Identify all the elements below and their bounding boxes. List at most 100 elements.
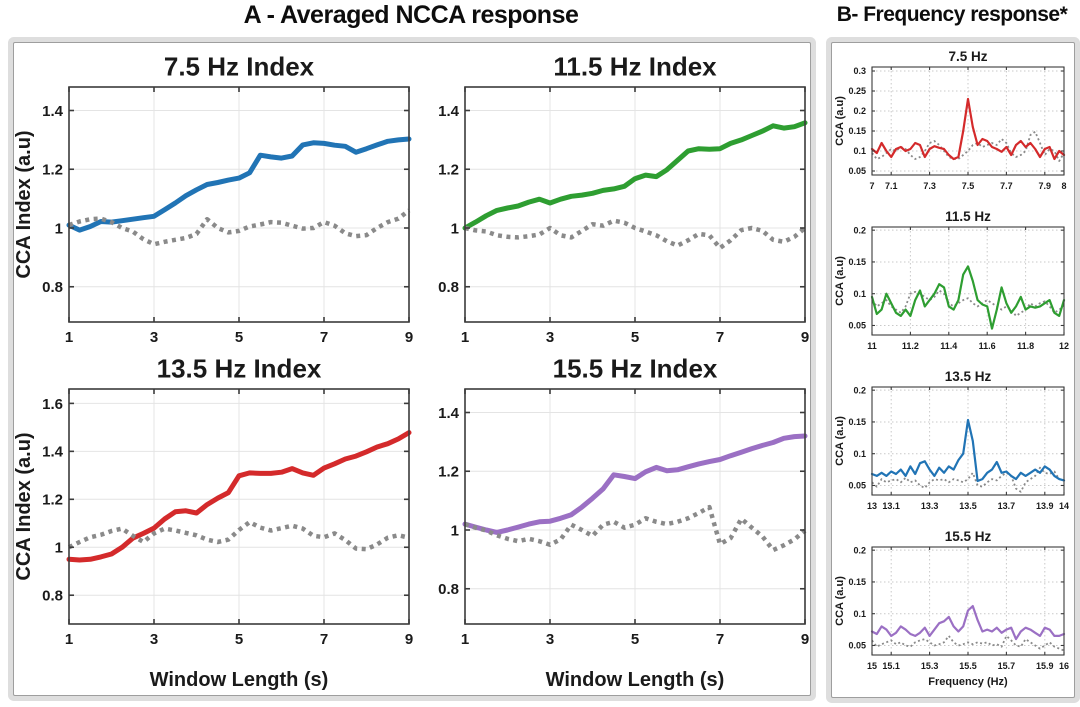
svg-text:1.2: 1.2 [42,162,63,179]
svg-text:0.1: 0.1 [853,609,866,619]
svg-text:0.8: 0.8 [42,588,63,605]
panel-b-frequency-response: 7 7.1 7.3 7.5 7.7 7.9 8 0.05 0.1 0.15 0.2 0.25 0.3 7.… [831,42,1075,698]
svg-text:11.8: 11.8 [1017,341,1034,351]
svg-text:CCA Index (a.u): CCA Index (a.u) [14,130,35,278]
panel-a-title: A - Averaged NCCA response [243,1,579,29]
svg-text:8: 8 [1061,181,1066,191]
svg-text:7.5: 7.5 [962,181,975,191]
svg-text:5: 5 [631,631,639,648]
svg-text:5: 5 [631,329,639,346]
svg-text:11.4: 11.4 [940,341,957,351]
svg-text:7: 7 [716,631,724,648]
svg-text:9: 9 [405,329,413,346]
svg-text:7.9: 7.9 [1039,181,1052,191]
svg-text:11.5 Hz: 11.5 Hz [945,209,991,224]
svg-text:1: 1 [65,631,73,648]
svg-text:CCA (a.u): CCA (a.u) [834,96,846,146]
subplot-a-11-5hz-index: 1 3 5 7 9 0.8 1 1.2 1.4 11.5 Hz Index [410,47,810,349]
svg-text:7: 7 [320,631,328,648]
svg-text:Frequency (Hz): Frequency (Hz) [928,676,1008,688]
svg-text:9: 9 [405,631,413,648]
svg-text:1: 1 [461,329,469,346]
svg-text:7.3: 7.3 [923,181,936,191]
svg-text:15: 15 [867,661,877,671]
svg-text:15.5: 15.5 [959,661,977,671]
svg-text:0.05: 0.05 [848,481,866,491]
subplot-a-7-5hz-index: 1 3 5 7 9 0.8 1 1.2 1.4 7.5 Hz Index CCA Index (a.… [14,47,414,349]
subplot-b-15-5hz: 15 15.1 15.3 15.5 15.7 15.9 16 0.05 0.1 0.15 0.2 15… [832,523,1074,697]
svg-text:1.2: 1.2 [438,464,459,481]
svg-text:13.9: 13.9 [1036,501,1054,511]
subplot-b-11-5hz: 11 11.2 11.4 11.6 11.8 12 0.05 0.1 0.15 0.2 11.5 H… [832,203,1074,361]
svg-text:0.05: 0.05 [848,641,866,651]
svg-text:1.4: 1.4 [438,103,460,120]
svg-text:7.5 Hz: 7.5 Hz [948,49,987,64]
svg-text:7.1: 7.1 [885,181,898,191]
svg-text:0.2: 0.2 [853,225,866,235]
svg-text:1: 1 [55,220,63,237]
svg-text:9: 9 [801,329,809,346]
svg-text:15.5 Hz Index: 15.5 Hz Index [553,353,718,383]
svg-text:13.1: 13.1 [882,501,900,511]
svg-text:0.15: 0.15 [848,577,866,587]
svg-text:0.1: 0.1 [853,289,866,299]
svg-text:0.2: 0.2 [853,385,866,395]
svg-text:13.7: 13.7 [998,501,1016,511]
svg-text:5: 5 [235,631,243,648]
svg-text:1.6: 1.6 [42,396,63,413]
svg-text:0.25: 0.25 [848,86,866,96]
svg-text:16: 16 [1059,661,1069,671]
svg-text:9: 9 [801,631,809,648]
svg-text:15.3: 15.3 [921,661,939,671]
svg-text:11.6: 11.6 [979,341,996,351]
svg-text:1: 1 [65,329,73,346]
svg-text:12: 12 [1059,341,1069,351]
svg-text:0.8: 0.8 [42,279,63,296]
svg-text:3: 3 [546,631,554,648]
svg-text:0.8: 0.8 [438,279,459,296]
svg-text:1.4: 1.4 [42,103,64,120]
svg-text:0.2: 0.2 [853,545,866,555]
subplot-a-13-5hz-index: 1 3 5 7 9 0.8 1 1.2 1.4 1.6 13.5 Hz Index Window Le… [14,347,414,695]
svg-text:15.7: 15.7 [998,661,1016,671]
svg-text:0.8: 0.8 [438,581,459,598]
svg-text:3: 3 [150,631,158,648]
svg-text:15.9: 15.9 [1036,661,1054,671]
svg-text:13: 13 [867,501,877,511]
svg-text:0.3: 0.3 [853,66,866,76]
svg-text:CCA (a.u): CCA (a.u) [834,576,846,626]
svg-text:11.2: 11.2 [902,341,919,351]
svg-text:3: 3 [150,329,158,346]
svg-text:1: 1 [461,631,469,648]
svg-text:5: 5 [235,329,243,346]
svg-text:15.5 Hz: 15.5 Hz [945,529,992,544]
svg-text:0.15: 0.15 [848,126,866,136]
svg-text:Window Length (s): Window Length (s) [546,669,725,691]
svg-text:7: 7 [716,329,724,346]
svg-text:13.5 Hz: 13.5 Hz [945,369,992,384]
svg-text:11.5 Hz Index: 11.5 Hz Index [553,51,717,81]
svg-text:0.15: 0.15 [848,417,866,427]
svg-text:3: 3 [546,329,554,346]
svg-text:13.5: 13.5 [959,501,977,511]
svg-text:CCA Index (a.u): CCA Index (a.u) [14,432,35,580]
svg-text:1.2: 1.2 [42,492,63,509]
panel-a-averaged-ncca: 1 3 5 7 9 0.8 1 1.2 1.4 7.5 Hz Index CCA Index (a.… [13,42,811,696]
svg-text:1.4: 1.4 [438,405,460,422]
svg-text:1.4: 1.4 [42,444,64,461]
svg-text:7.5 Hz Index: 7.5 Hz Index [164,51,315,81]
svg-text:7.7: 7.7 [1000,181,1013,191]
svg-text:7: 7 [869,181,874,191]
svg-text:Window Length (s): Window Length (s) [150,669,329,691]
svg-text:CCA (a.u): CCA (a.u) [834,256,846,306]
svg-text:0.05: 0.05 [848,321,866,331]
svg-text:0.05: 0.05 [848,166,866,176]
svg-text:11: 11 [867,341,877,351]
svg-text:0.1: 0.1 [853,146,866,156]
svg-text:14: 14 [1059,501,1069,511]
svg-text:13.5 Hz Index: 13.5 Hz Index [157,353,322,383]
subplot-b-7-5hz: 7 7.1 7.3 7.5 7.7 7.9 8 0.05 0.1 0.15 0.2 0.25 0.3 7.… [832,43,1074,201]
svg-text:1.2: 1.2 [438,162,459,179]
subplot-a-15-5hz-index: 1 3 5 7 9 0.8 1 1.2 1.4 15.5 Hz Index Window Lengt… [410,347,810,695]
